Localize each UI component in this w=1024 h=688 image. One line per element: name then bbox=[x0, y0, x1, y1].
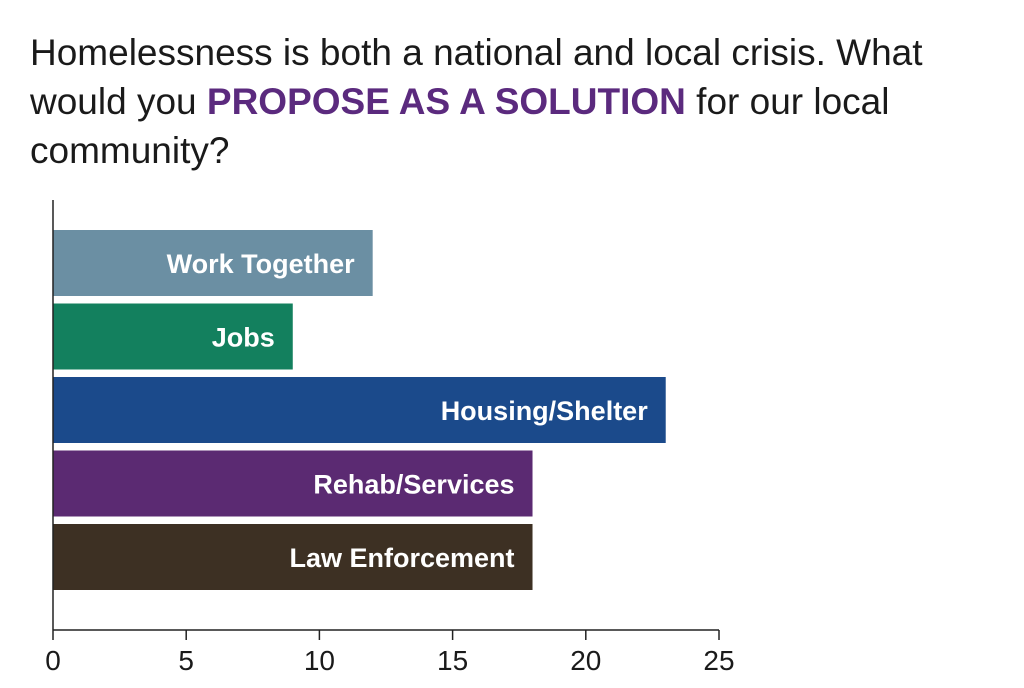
bar-label-rehab-services: Rehab/Services bbox=[313, 470, 514, 500]
bar-work-together bbox=[53, 230, 373, 296]
bar-label-work-together: Work Together bbox=[167, 249, 356, 279]
title-text-end: for our local community? bbox=[30, 81, 890, 171]
x-tick-label-15: 15 bbox=[437, 645, 468, 676]
bar-label-housing-shelter: Housing/Shelter bbox=[441, 396, 649, 426]
x-tick-label-5: 5 bbox=[178, 645, 194, 676]
bar-law-enforcement bbox=[53, 524, 533, 590]
bar-housing-shelter bbox=[53, 377, 666, 443]
x-tick-label-10: 10 bbox=[304, 645, 335, 676]
bar-jobs bbox=[53, 303, 293, 370]
x-tick-label-0: 0 bbox=[45, 645, 61, 676]
bars-group: Work Together Jobs Housing/Shelter Rehab/Se… bbox=[53, 230, 666, 590]
title-emphasis: PROPOSE AS A SOLUTION bbox=[206, 81, 686, 122]
x-tick-label-20: 20 bbox=[570, 645, 601, 676]
bar-label-law-enforcement: Law Enforcement bbox=[289, 543, 514, 573]
axes-group: 0 5 10 15 20 25 bbox=[45, 200, 735, 676]
bar-label-jobs: Jobs bbox=[212, 323, 275, 353]
bar-rehab-services bbox=[53, 450, 533, 517]
chart-title: Homelessness is both a national and loca… bbox=[30, 28, 1010, 175]
title-text-start: Homelessness is both a national and loca… bbox=[30, 32, 923, 122]
x-tick-label-25: 25 bbox=[703, 645, 734, 676]
